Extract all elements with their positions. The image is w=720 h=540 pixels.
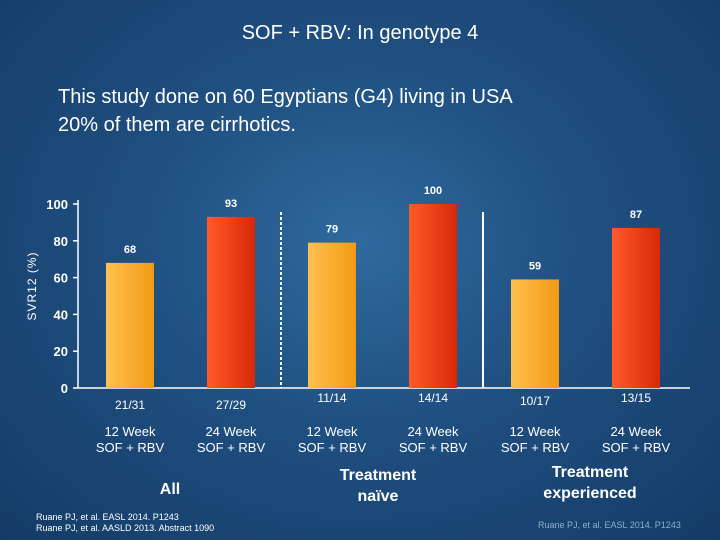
value-label: 59 [529,260,541,272]
bar-4 [409,204,457,388]
citation-left-line-2: Ruane PJ, et al. AASLD 2013. Abstract 10… [36,523,215,533]
group-label-1: All [110,479,230,500]
group-label-2: Treatment naïve [318,465,438,507]
group-label-3: Treatment experienced [520,462,660,504]
bar-2 [207,216,255,388]
value-label: 93 [225,198,237,210]
value-label: 68 [124,244,136,256]
y-tick-label: 80 [54,234,68,249]
bar-category-line-2: SOF + RBV [196,440,266,455]
bar-category-line-1: 12 Week [104,424,156,439]
fraction-label: 10/17 [520,394,550,408]
bar-3 [308,242,356,388]
value-label: 87 [630,209,642,221]
subtitle-line-1: This study done on 60 Egyptians (G4) liv… [58,86,513,108]
bar-category-label: 12 Week SOF + RBV [272,424,392,456]
y-tick-label: 40 [54,307,68,322]
bar-category-line-2: SOF + RBV [398,440,468,455]
group-label-line-1: All [159,481,181,498]
y-tick-label: 100 [46,197,68,212]
bar-category-line-1: 24 Week [407,424,459,439]
fraction-label: 21/31 [115,398,145,412]
citation-left-line-1: Ruane PJ, et al. EASL 2014. P1243 [36,512,179,522]
y-tick-label: 60 [54,271,68,286]
bar-category-label: 24 Week SOF + RBV [171,424,291,456]
value-label: 100 [424,185,442,197]
fraction-label: 27/29 [216,398,246,412]
value-label: 79 [326,224,338,236]
y-tick-label: 20 [54,344,68,359]
bar-category-line-1: 12 Week [509,424,561,439]
fraction-label: 11/14 [317,391,346,405]
group-label-line-2: experienced [543,485,637,502]
group-label-line-1: Treatment [339,467,417,484]
slide-title: SOF + RBV: In genotype 4 [241,22,479,44]
bar-5 [511,279,559,388]
fraction-label: 14/14 [418,391,448,405]
citation-left: Ruane PJ, et al. EASL 2014. P1243 Ruane … [36,512,214,534]
bar-category-line-1: 12 Week [306,424,358,439]
bar-category-line-2: SOF + RBV [601,440,671,455]
bar-category-line-2: SOF + RBV [500,440,570,455]
y-tick-label: 0 [61,381,68,396]
bar-1 [106,262,154,388]
subtitle-line-2: 20% of them are cirrhotics. [58,114,296,136]
bar-category-label: 12 Week SOF + RBV [475,424,595,456]
bar-category-label: 12 Week SOF + RBV [70,424,190,456]
bar-category-line-1: 24 Week [205,424,257,439]
fraction-label: 13/15 [621,391,651,405]
bar-category-line-2: SOF + RBV [297,440,367,455]
bar-category-label: 24 Week SOF + RBV [373,424,493,456]
bar-category-line-2: SOF + RBV [95,440,165,455]
group-label-line-2: naïve [357,488,399,505]
bar-6 [612,227,660,388]
bar-category-label: 24 Week SOF + RBV [576,424,696,456]
group-label-line-1: Treatment [551,464,629,481]
bar-category-line-1: 24 Week [610,424,662,439]
citation-right: Ruane PJ, et al. EASL 2014. P1243 [538,520,681,530]
